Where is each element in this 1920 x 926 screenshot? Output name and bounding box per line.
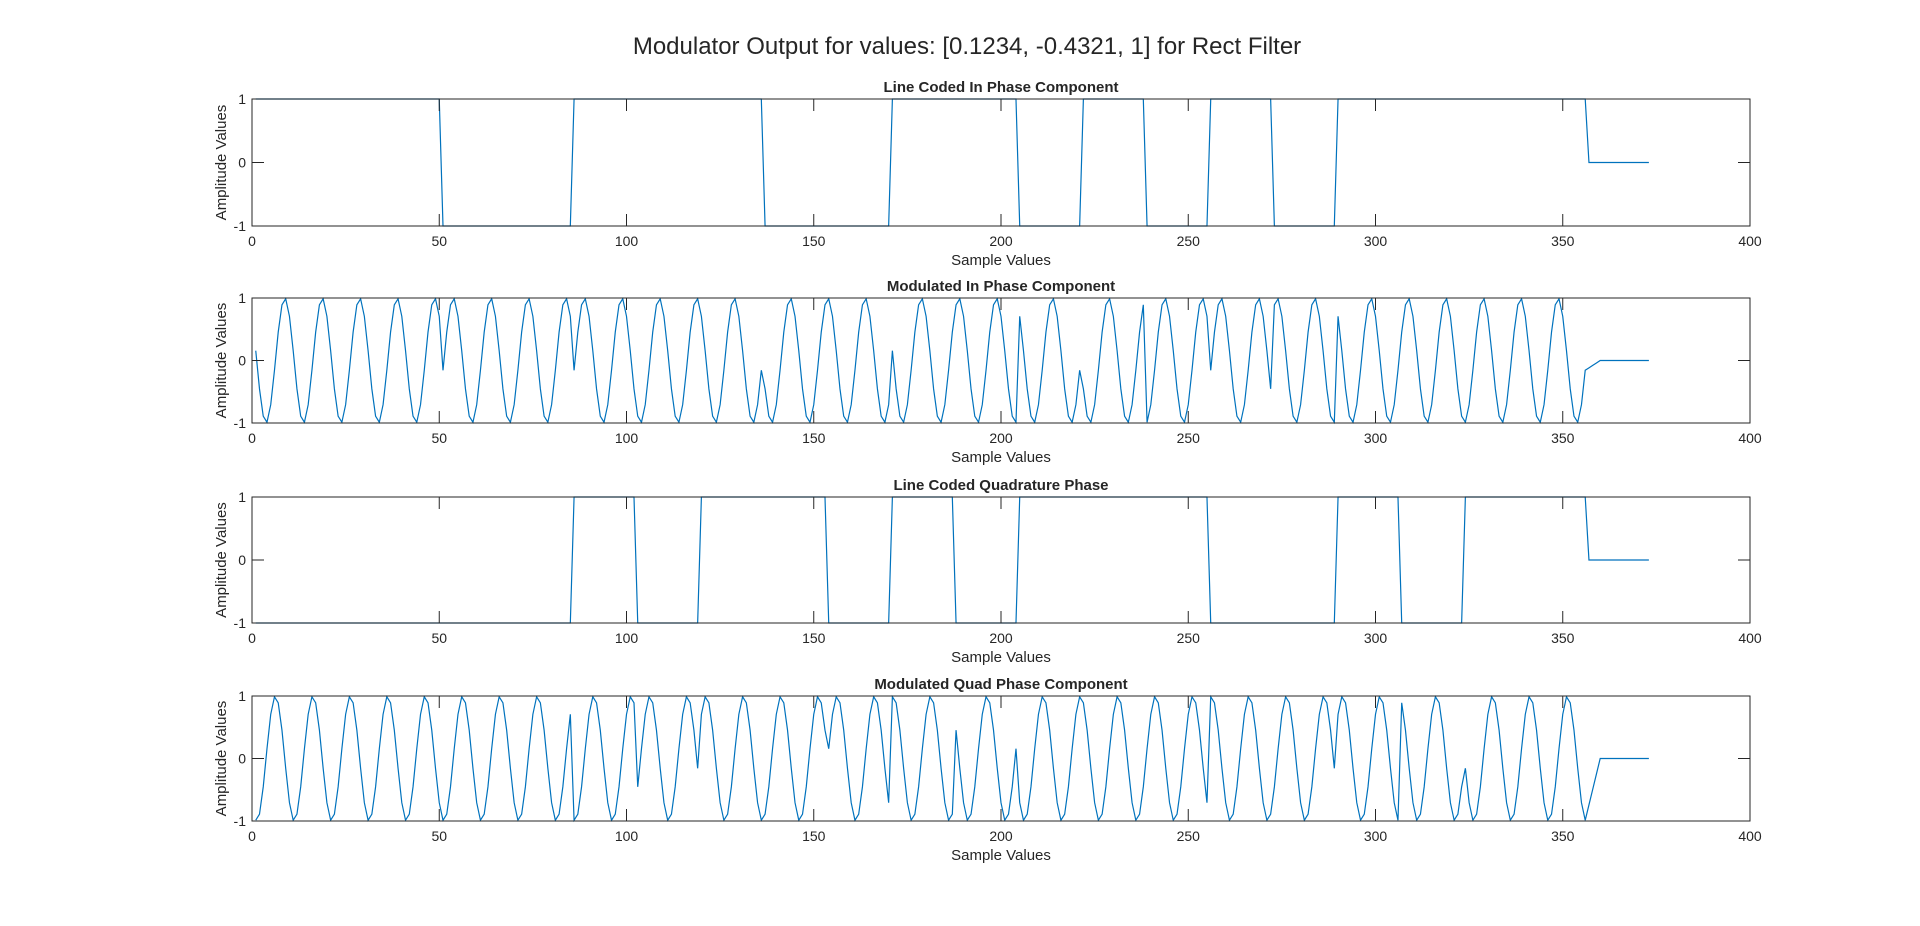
x-tick-label: 400 (1738, 430, 1762, 446)
x-axis-label: Sample Values (951, 847, 1051, 864)
figure-title: Modulator Output for values: [0.1234, -0… (633, 33, 1301, 60)
x-tick-label: 350 (1551, 430, 1575, 446)
x-tick-label: 100 (615, 430, 639, 446)
x-tick-label: 200 (989, 233, 1013, 249)
x-tick-label: 100 (615, 630, 639, 646)
x-tick-label: 250 (1177, 233, 1201, 249)
x-tick-label: 150 (802, 630, 826, 646)
x-tick-label: 0 (248, 630, 256, 646)
x-tick-label: 50 (431, 430, 447, 446)
y-tick-label: 0 (238, 353, 246, 369)
y-axis-label: Amplitude Values (213, 303, 230, 419)
y-tick-label: 1 (238, 489, 246, 505)
y-tick-label: 0 (238, 751, 246, 767)
x-tick-label: 50 (431, 630, 447, 646)
x-tick-label: 400 (1738, 233, 1762, 249)
x-tick-label: 200 (989, 828, 1013, 844)
y-axis-label: Amplitude Values (213, 701, 230, 817)
x-tick-label: 350 (1551, 828, 1575, 844)
subplot-title: Line Coded Quadrature Phase (893, 477, 1108, 494)
x-tick-label: 50 (431, 828, 447, 844)
x-tick-label: 0 (248, 233, 256, 249)
plot-area (252, 497, 1750, 623)
y-axis-label: Amplitude Values (213, 105, 230, 221)
subplot-title: Modulated In Phase Component (887, 278, 1115, 295)
x-tick-label: 300 (1364, 828, 1388, 844)
x-tick-label: 250 (1177, 630, 1201, 646)
x-tick-label: 400 (1738, 630, 1762, 646)
series-line (255, 694, 1649, 823)
y-tick-label: 0 (238, 155, 246, 171)
y-tick-label: -1 (234, 615, 247, 631)
subplot-title: Line Coded In Phase Component (883, 79, 1118, 96)
x-tick-label: 150 (802, 233, 826, 249)
x-tick-label: 150 (802, 828, 826, 844)
x-tick-label: 150 (802, 430, 826, 446)
y-axis-label: Amplitude Values (213, 502, 230, 618)
x-tick-label: 300 (1364, 233, 1388, 249)
y-tick-label: 1 (238, 91, 246, 107)
x-tick-label: 400 (1738, 828, 1762, 844)
x-axis-label: Sample Values (951, 649, 1051, 666)
x-tick-label: 0 (248, 828, 256, 844)
x-tick-label: 350 (1551, 630, 1575, 646)
y-tick-label: -1 (234, 813, 247, 829)
y-tick-label: 1 (238, 290, 246, 306)
x-tick-label: 250 (1177, 828, 1201, 844)
x-tick-label: 100 (615, 828, 639, 844)
x-tick-label: 100 (615, 233, 639, 249)
x-tick-label: 50 (431, 233, 447, 249)
x-tick-label: 200 (989, 430, 1013, 446)
series-line (255, 297, 1649, 425)
y-tick-label: 0 (238, 552, 246, 568)
x-tick-label: 300 (1364, 630, 1388, 646)
y-tick-label: -1 (234, 415, 247, 431)
x-tick-label: 0 (248, 430, 256, 446)
subplot-title: Modulated Quad Phase Component (874, 676, 1127, 693)
plot-area (252, 99, 1750, 226)
x-tick-label: 250 (1177, 430, 1201, 446)
y-tick-label: -1 (234, 218, 247, 234)
x-axis-label: Sample Values (951, 449, 1051, 466)
x-axis-label: Sample Values (951, 252, 1051, 269)
x-tick-label: 350 (1551, 233, 1575, 249)
y-tick-label: 1 (238, 688, 246, 704)
x-tick-label: 300 (1364, 430, 1388, 446)
x-tick-label: 200 (989, 630, 1013, 646)
